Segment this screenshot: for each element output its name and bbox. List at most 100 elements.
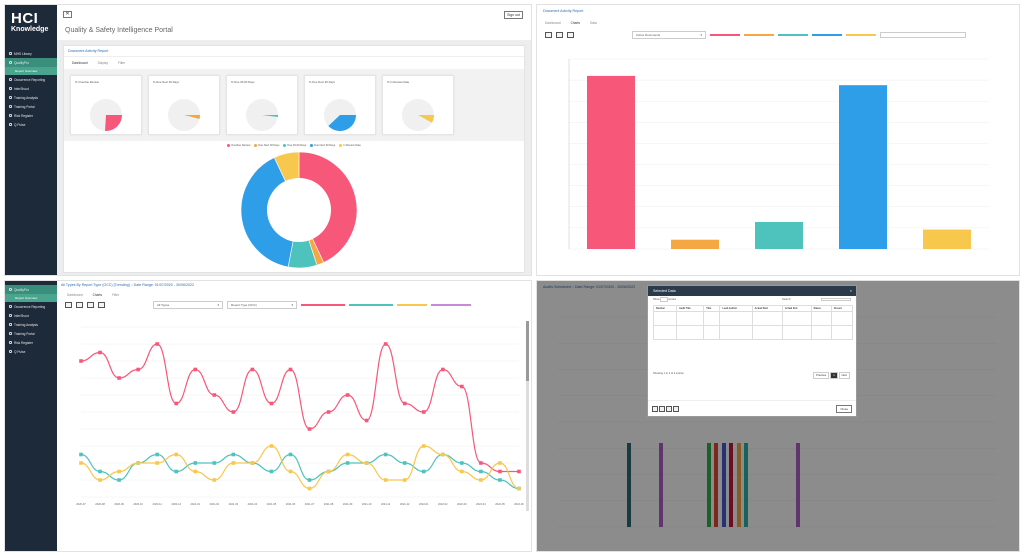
data-point[interactable]	[326, 469, 331, 474]
data-point[interactable]	[193, 461, 198, 465]
data-point[interactable]	[212, 393, 217, 397]
signout-button[interactable]: Sign out	[504, 11, 523, 19]
data-point[interactable]	[174, 469, 179, 474]
tab-filter[interactable]: Filter	[111, 293, 120, 297]
data-point[interactable]	[421, 444, 426, 448]
data-point[interactable]	[269, 401, 274, 406]
legend-item[interactable]: Due Next 30 Days	[254, 144, 279, 147]
expand-icon[interactable]	[65, 302, 72, 308]
audit-bar[interactable]	[707, 443, 711, 527]
data-point[interactable]	[364, 461, 369, 465]
data-point[interactable]	[498, 478, 502, 482]
twitter-icon[interactable]	[76, 302, 83, 308]
legend-chip[interactable]	[744, 34, 774, 36]
copy-icon[interactable]	[652, 406, 658, 412]
sidebar-item-qualitypro[interactable]: QualityPro	[5, 58, 57, 67]
data-point[interactable]	[136, 461, 140, 465]
data-point[interactable]	[250, 367, 255, 372]
table-row[interactable]	[652, 325, 854, 340]
sidebar-item-intershout[interactable]: InterShout	[5, 311, 57, 320]
data-point[interactable]	[517, 469, 521, 474]
data-point[interactable]	[269, 469, 274, 474]
sidebar-subitem-report-overview[interactable]: Report Overview	[5, 294, 57, 302]
data-point[interactable]	[383, 452, 388, 457]
legend-chip[interactable]	[710, 34, 740, 36]
legend-chip[interactable]	[778, 34, 808, 36]
data-point[interactable]	[212, 478, 217, 482]
data-point[interactable]	[345, 393, 350, 397]
data-point[interactable]	[288, 469, 293, 474]
scrollbar-thumb[interactable]	[526, 321, 529, 381]
audit-bar[interactable]	[729, 443, 733, 527]
next-page-button[interactable]: Next	[838, 372, 850, 379]
legend-item[interactable]: Due 30-60 Days	[283, 144, 306, 147]
data-point[interactable]	[250, 461, 255, 465]
sidebar-item-qualitypro[interactable]: QualityPro	[5, 285, 57, 294]
sidebar-item-risk-register[interactable]: Risk Register	[5, 111, 57, 120]
sidebar-item-training-portal[interactable]: Training Portal	[5, 329, 57, 338]
data-point[interactable]	[117, 478, 121, 482]
bar[interactable]	[587, 75, 635, 249]
share-icon[interactable]	[98, 302, 105, 308]
data-point[interactable]	[460, 469, 464, 474]
data-point[interactable]	[117, 376, 121, 380]
close-icon[interactable]: ×	[849, 288, 852, 293]
data-point[interactable]	[479, 461, 483, 465]
tab-display[interactable]: Display	[97, 61, 109, 65]
data-point[interactable]	[441, 367, 445, 372]
print-icon[interactable]	[87, 302, 94, 308]
bar[interactable]	[923, 229, 971, 249]
scrollbar[interactable]	[526, 321, 529, 511]
data-point[interactable]	[117, 469, 121, 474]
data-point[interactable]	[460, 461, 464, 465]
filter-input[interactable]	[880, 32, 966, 38]
document-select[interactable]: Active Documents ▾	[632, 31, 706, 39]
data-point[interactable]	[136, 367, 140, 372]
tab-filter[interactable]: Filter	[118, 61, 126, 65]
sidebar-item-risk-register[interactable]: Risk Register	[5, 338, 57, 347]
csv-icon[interactable]	[659, 406, 665, 412]
bar[interactable]	[671, 239, 719, 249]
grid-icon[interactable]	[556, 32, 563, 38]
audit-bar[interactable]	[722, 443, 726, 527]
data-point[interactable]	[307, 486, 312, 491]
audit-bar[interactable]	[796, 443, 800, 527]
data-point[interactable]	[288, 452, 293, 457]
tab-dashboard[interactable]: Dashboard	[72, 61, 88, 65]
data-point[interactable]	[498, 461, 502, 465]
data-point[interactable]	[231, 461, 236, 465]
data-point[interactable]	[79, 359, 83, 363]
tab-charts[interactable]: Charts	[570, 21, 580, 25]
data-point[interactable]	[79, 452, 83, 457]
legend-item[interactable]: In Review Date	[339, 144, 361, 147]
data-point[interactable]	[402, 478, 407, 482]
legend-chip[interactable]	[349, 304, 393, 306]
data-point[interactable]	[98, 350, 102, 355]
excel-icon[interactable]	[666, 406, 672, 412]
audit-bar[interactable]	[744, 443, 748, 527]
close-button[interactable]: Close	[836, 405, 852, 413]
audit-bar[interactable]	[737, 443, 741, 527]
bar[interactable]	[755, 221, 803, 249]
data-point[interactable]	[231, 452, 236, 457]
data-point[interactable]	[174, 401, 179, 406]
data-point[interactable]	[345, 452, 350, 457]
legend-chip[interactable]	[431, 304, 471, 306]
bar[interactable]	[839, 85, 887, 249]
report-type-select[interactable]: Report Type (OCC) ▾	[227, 301, 297, 309]
sidebar-item-training-analysis[interactable]: Training Analysis	[5, 320, 57, 329]
tab-data[interactable]: Data	[589, 21, 597, 25]
audit-bar[interactable]	[714, 443, 718, 527]
data-point[interactable]	[364, 418, 369, 423]
data-point[interactable]	[269, 444, 274, 448]
sidebar-item-training-portal[interactable]: Training Portal	[5, 102, 57, 111]
data-point[interactable]	[441, 452, 445, 457]
data-point[interactable]	[460, 384, 464, 389]
tab-dashboard[interactable]: Dashboard	[545, 21, 561, 25]
legend-chip[interactable]	[301, 304, 345, 306]
table-row[interactable]	[652, 311, 854, 326]
legend-chip[interactable]	[846, 34, 876, 36]
data-point[interactable]	[288, 367, 293, 372]
tab-charts[interactable]: Charts	[92, 293, 102, 297]
sidebar-item-occurrence[interactable]: Occurrence Reporting	[5, 302, 57, 311]
